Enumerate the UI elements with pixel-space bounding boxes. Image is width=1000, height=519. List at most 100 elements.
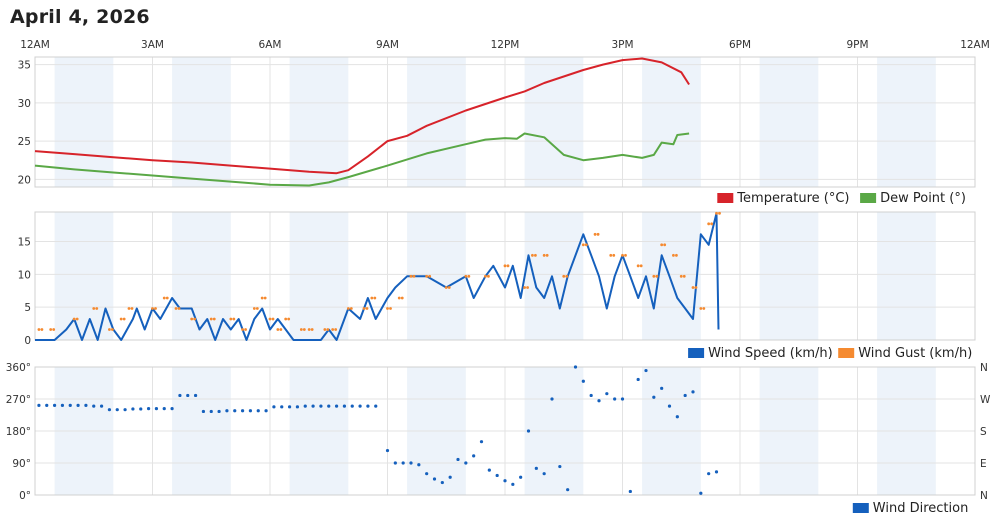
wind-direction-point <box>201 409 206 414</box>
wind-gust-point <box>37 328 41 331</box>
wind-gust-point <box>506 264 510 268</box>
legend-swatch <box>717 193 734 203</box>
wind-direction-point <box>350 404 354 408</box>
wind-gust-point <box>349 307 353 310</box>
shaded-band <box>54 57 114 187</box>
wind-gust-point <box>389 307 392 310</box>
wind-gust-point <box>425 274 429 278</box>
wind-direction-point <box>52 403 57 407</box>
wind-direction-point <box>287 405 292 409</box>
wind-direction-point <box>487 468 491 472</box>
legend-swatch <box>860 193 877 203</box>
compass-tick-label: E <box>980 458 987 470</box>
wind-gust-point <box>111 328 114 331</box>
wind-gust-point <box>162 296 166 300</box>
wind-direction-point <box>334 404 339 408</box>
wind-direction-point <box>644 368 648 373</box>
wind-direction-point <box>464 461 468 465</box>
wind-gust-point <box>655 274 659 278</box>
wind-gust-point <box>276 328 280 331</box>
wind-speed-line <box>35 212 720 341</box>
wind-gust-point <box>581 243 585 247</box>
time-axis-label: 9PM <box>846 39 868 51</box>
wind-direction-point <box>240 409 245 413</box>
wind-gust-point <box>679 274 683 278</box>
wind-gust-point <box>710 222 714 226</box>
wind-gust-point <box>675 253 678 257</box>
wind-gust-point <box>652 274 656 278</box>
wind-direction-point <box>675 415 679 419</box>
wind-gust-point <box>307 328 311 331</box>
wind-direction-point <box>342 404 347 408</box>
wind-gust-point <box>715 211 718 215</box>
wind-direction-point <box>123 408 127 412</box>
wind-gust-point <box>241 328 244 331</box>
wind-direction-point <box>170 407 174 411</box>
wind-gust-point <box>108 328 111 331</box>
wind-gust-point <box>624 253 627 257</box>
time-axis-label: 12AM <box>20 39 50 51</box>
wind-direction-point <box>628 489 632 494</box>
wind-gust-point <box>40 328 44 331</box>
y-tick-label: 15 <box>18 237 31 249</box>
wind-gust-point <box>464 274 468 278</box>
wind-direction-point <box>558 464 562 469</box>
y-tick-label: 5 <box>24 302 31 314</box>
legend-label: Wind Gust (km/h) <box>858 346 972 361</box>
wind-gust-point <box>130 307 134 310</box>
wind-gust-point <box>702 307 706 310</box>
compass-tick-label: N <box>980 490 988 502</box>
wind-direction-point <box>209 409 213 414</box>
time-axis-label: 12AM <box>960 39 990 51</box>
legend-label: Wind Direction <box>873 501 969 516</box>
y-tick-label: 360° <box>6 362 31 374</box>
wind-direction-point <box>256 409 260 413</box>
wind-direction-point <box>366 404 370 408</box>
wind-gust-point <box>260 296 264 300</box>
wind-direction-point <box>358 404 362 408</box>
wind-direction-point <box>374 404 378 408</box>
wind-direction-point <box>178 393 182 398</box>
wind-direction-point <box>448 475 452 479</box>
shaded-band <box>642 57 701 187</box>
wind-direction-point <box>534 466 538 470</box>
temperature-line <box>34 57 690 175</box>
wind-gust-point <box>503 264 507 268</box>
y-tick-label: 20 <box>18 174 31 186</box>
legend-swatch <box>852 503 869 513</box>
wind-gust-point <box>707 222 711 226</box>
wind-gust-point <box>531 253 534 257</box>
panel-frame <box>34 211 976 341</box>
wind-direction-point <box>319 404 323 408</box>
wind-direction-point <box>162 407 166 411</box>
wind-gust-point <box>691 286 695 289</box>
wind-gust-point <box>365 307 369 310</box>
wind-gust-point <box>244 328 247 331</box>
wind-direction-point <box>186 393 190 398</box>
wind-direction-point <box>542 472 546 476</box>
wind-direction-point <box>440 480 444 485</box>
wind-direction-point <box>107 408 112 412</box>
y-tick-label: 0 <box>24 335 31 347</box>
panel-frame <box>34 366 976 496</box>
wind-direction-point <box>707 472 711 476</box>
compass-tick-label: N <box>980 362 988 374</box>
wind-gust-point <box>49 328 53 331</box>
wind-gust-point <box>400 296 404 300</box>
y-tick-label: 35 <box>18 60 31 72</box>
wind-gust-point <box>232 317 236 321</box>
wind-gust-point <box>95 307 99 310</box>
wind-direction-point <box>589 393 593 398</box>
wind-direction-point <box>409 461 413 465</box>
wind-direction-point <box>432 477 437 481</box>
legend-swatch <box>838 348 855 358</box>
wind-gust-point <box>174 307 178 310</box>
wind-direction-point <box>652 395 656 399</box>
wind-direction-point <box>146 407 151 411</box>
wind-gust-point <box>639 264 643 268</box>
wind-direction-point <box>581 379 585 383</box>
wind-gust-point <box>255 307 259 310</box>
wind-gust-point <box>310 328 314 331</box>
wind-gust-point <box>326 328 330 331</box>
wind-gust-point <box>636 264 640 268</box>
